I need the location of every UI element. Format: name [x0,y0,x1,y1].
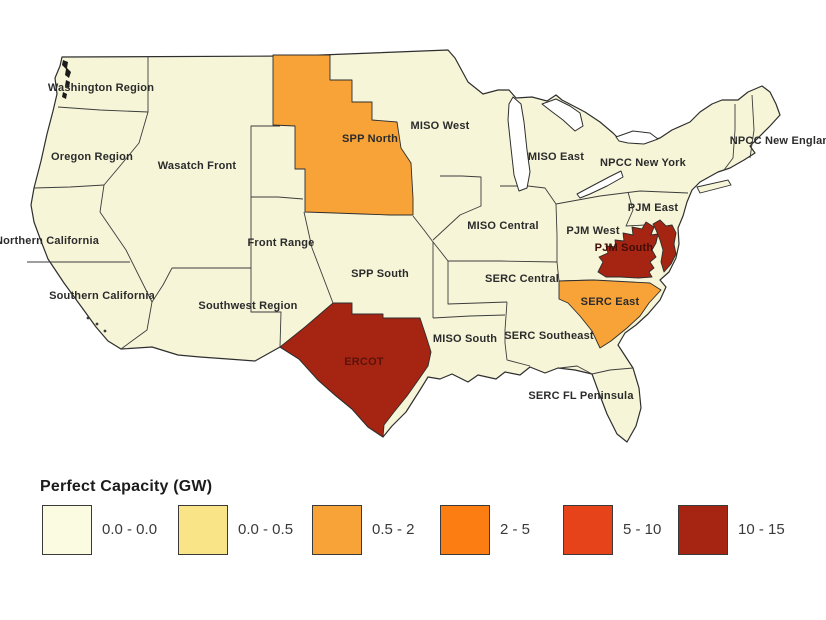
legend-title: Perfect Capacity (GW) [40,478,213,495]
legend-label-5: 10 - 15 [738,521,785,538]
great-lakes [507,96,659,199]
legend-label-1: 0.0 - 0.5 [238,521,294,538]
legend-label-0: 0.0 - 0.0 [102,521,158,538]
us-choropleth-map: Washington Region Oregon Region Wasatch Fr… [0,49,826,443]
lake-huron [541,98,584,132]
legend-swatch-4 [563,505,613,555]
long-island [696,179,732,194]
lake-erie [576,170,624,199]
region-shape-pjm-south-delmarva [652,219,677,273]
legend-label-2: 0.5 - 2 [372,521,415,538]
region-shape-ercot [279,302,432,438]
legend-swatch-1 [178,505,228,555]
lake-michigan [507,96,531,192]
legend: Perfect Capacity (GW) 0.0 - 0.0 0.0 - 0.5… [0,470,826,620]
legend-swatch-3 [440,505,490,555]
legend-label-4: 5 - 10 [623,521,662,538]
legend-swatch-2 [312,505,362,555]
region-shape-spp-north [272,54,414,216]
lake-ontario [615,130,659,145]
legend-swatch-5 [678,505,728,555]
legend-swatch-0 [42,505,92,555]
region-boundaries [27,57,755,375]
channel-islands [86,316,107,333]
legend-label-3: 2 - 5 [500,521,531,538]
puget-sound-inlets [62,60,71,99]
region-shape-serc-east [558,279,662,349]
map-svg [27,49,781,443]
